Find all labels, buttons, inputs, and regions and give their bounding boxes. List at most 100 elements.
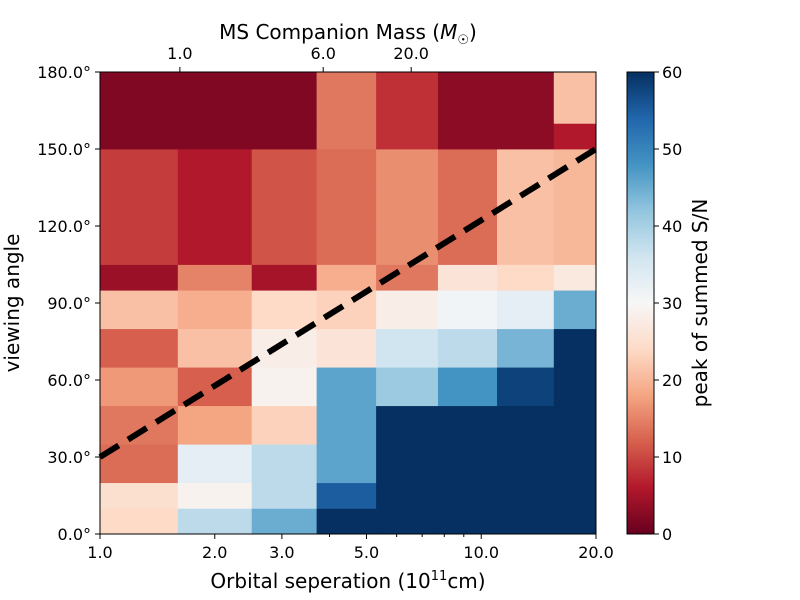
heatmap-cell	[251, 508, 318, 535]
heatmap-cell	[553, 226, 597, 265]
y-tick-label: 180.0°	[37, 63, 91, 82]
x-axis: 1.0 2.0 3.0 5.0 10.0 20.0	[87, 534, 614, 562]
heatmap-cell	[497, 123, 555, 150]
y-tick-label: 120.0°	[37, 217, 91, 236]
heatmap-cell	[497, 444, 555, 484]
heatmap-cell	[100, 226, 179, 265]
heatmap-cell	[497, 508, 555, 535]
heatmap-cell	[177, 328, 253, 368]
heatmap-cell	[437, 187, 498, 227]
heatmap-cell	[100, 187, 179, 227]
heatmap-cell	[100, 123, 179, 150]
heatmap-cell	[376, 482, 439, 509]
heatmap-cell	[177, 72, 253, 124]
heatmap-cell	[251, 187, 318, 227]
heatmap-cell	[437, 123, 498, 150]
heatmap-cell	[437, 405, 498, 445]
heatmap-cell	[376, 508, 439, 535]
top-axis: 1.0 6.0 20.0	[167, 44, 429, 72]
heatmap-cell	[437, 444, 498, 484]
x-tick-label: 5.0	[354, 543, 379, 562]
heatmap-cell	[100, 328, 179, 368]
colorbar-axis: 0 10 20 30 40 50 60	[654, 63, 682, 544]
heatmap-cell	[251, 367, 318, 407]
colorbar-label: peak of summed S/N	[688, 199, 712, 408]
heatmap-cell	[376, 367, 439, 407]
heatmap-cell	[316, 405, 377, 445]
heatmap-cell	[497, 367, 555, 407]
heatmap-cell	[553, 187, 597, 227]
heatmap-cell	[497, 72, 555, 124]
heatmap-cell	[177, 123, 253, 150]
heatmap-cell	[553, 328, 597, 368]
heatmap-cell	[316, 226, 377, 265]
heatmap-cell	[437, 264, 498, 291]
y-axis: 0.0° 30.0° 60.0° 90.0° 120.0° 150.0° 180.0°	[37, 63, 100, 544]
heatmap-cell	[177, 290, 253, 330]
heatmap-cell	[251, 290, 318, 330]
heatmap-cell	[177, 482, 253, 509]
heatmap-cell	[251, 264, 318, 291]
heatmap-cell	[497, 328, 555, 368]
heatmap-cell	[553, 72, 597, 124]
heatmap-cell	[100, 482, 179, 509]
colorbar-tick-label: 0	[662, 525, 672, 544]
top-tick-label: 1.0	[167, 44, 192, 63]
y-tick-label: 150.0°	[37, 140, 91, 159]
heatmap-cell	[437, 290, 498, 330]
x-tick-label: 1.0	[87, 543, 112, 562]
heatmap-cell	[177, 226, 253, 265]
heatmap-cell	[376, 405, 439, 445]
heatmap-cell	[100, 405, 179, 445]
heatmap-cells	[100, 72, 597, 535]
heatmap-cell	[553, 264, 597, 291]
heatmap-cell	[376, 123, 439, 150]
colorbar	[626, 71, 655, 535]
x-tick-label: 2.0	[202, 543, 227, 562]
y-tick-label: 90.0°	[47, 294, 91, 313]
y-axis-label: viewing angle	[0, 234, 24, 373]
colorbar-tick-label: 40	[662, 217, 682, 236]
top-tick-label: 6.0	[310, 44, 335, 63]
heatmap-cell	[251, 226, 318, 265]
heatmap-cell	[437, 226, 498, 265]
heatmap-cell	[251, 405, 318, 445]
heatmap-cell	[100, 367, 179, 407]
top-tick-label: 20.0	[393, 44, 429, 63]
heatmap-cell	[437, 482, 498, 509]
heatmap-cell	[553, 405, 597, 445]
heatmap-cell	[376, 290, 439, 330]
heatmap-cell	[251, 149, 318, 188]
heatmap-cell	[177, 405, 253, 445]
heatmap-cell	[316, 508, 377, 535]
heatmap-cell	[553, 367, 597, 407]
heatmap-cell	[376, 187, 439, 227]
heatmap-cell	[177, 444, 253, 484]
heatmap-cell	[437, 149, 498, 188]
heatmap-cell	[316, 72, 377, 124]
heatmap-cell	[177, 508, 253, 535]
heatmap-cell	[437, 367, 498, 407]
colorbar-tick-label: 20	[662, 371, 682, 390]
heatmap-cell	[553, 290, 597, 330]
x-tick-label: 20.0	[578, 543, 614, 562]
heatmap-cell	[316, 367, 377, 407]
heatmap-cell	[437, 508, 498, 535]
heatmap-cell	[437, 328, 498, 368]
heatmap-cell	[376, 149, 439, 188]
heatmap-cell	[553, 444, 597, 484]
heatmap-cell	[316, 290, 377, 330]
heatmap-cell	[376, 328, 439, 368]
heatmap-cell	[497, 290, 555, 330]
heatmap-cell	[100, 508, 179, 535]
x-axis-label: Orbital seperation (1011cm)	[210, 569, 485, 593]
heatmap-cell	[376, 72, 439, 124]
heatmap-cell	[316, 187, 377, 227]
heatmap-cell	[497, 149, 555, 188]
heatmap-cell	[251, 444, 318, 484]
heatmap-cell	[376, 444, 439, 484]
x-tick-label: 10.0	[463, 543, 499, 562]
heatmap-cell	[177, 149, 253, 188]
x-tick-label: 3.0	[269, 543, 294, 562]
